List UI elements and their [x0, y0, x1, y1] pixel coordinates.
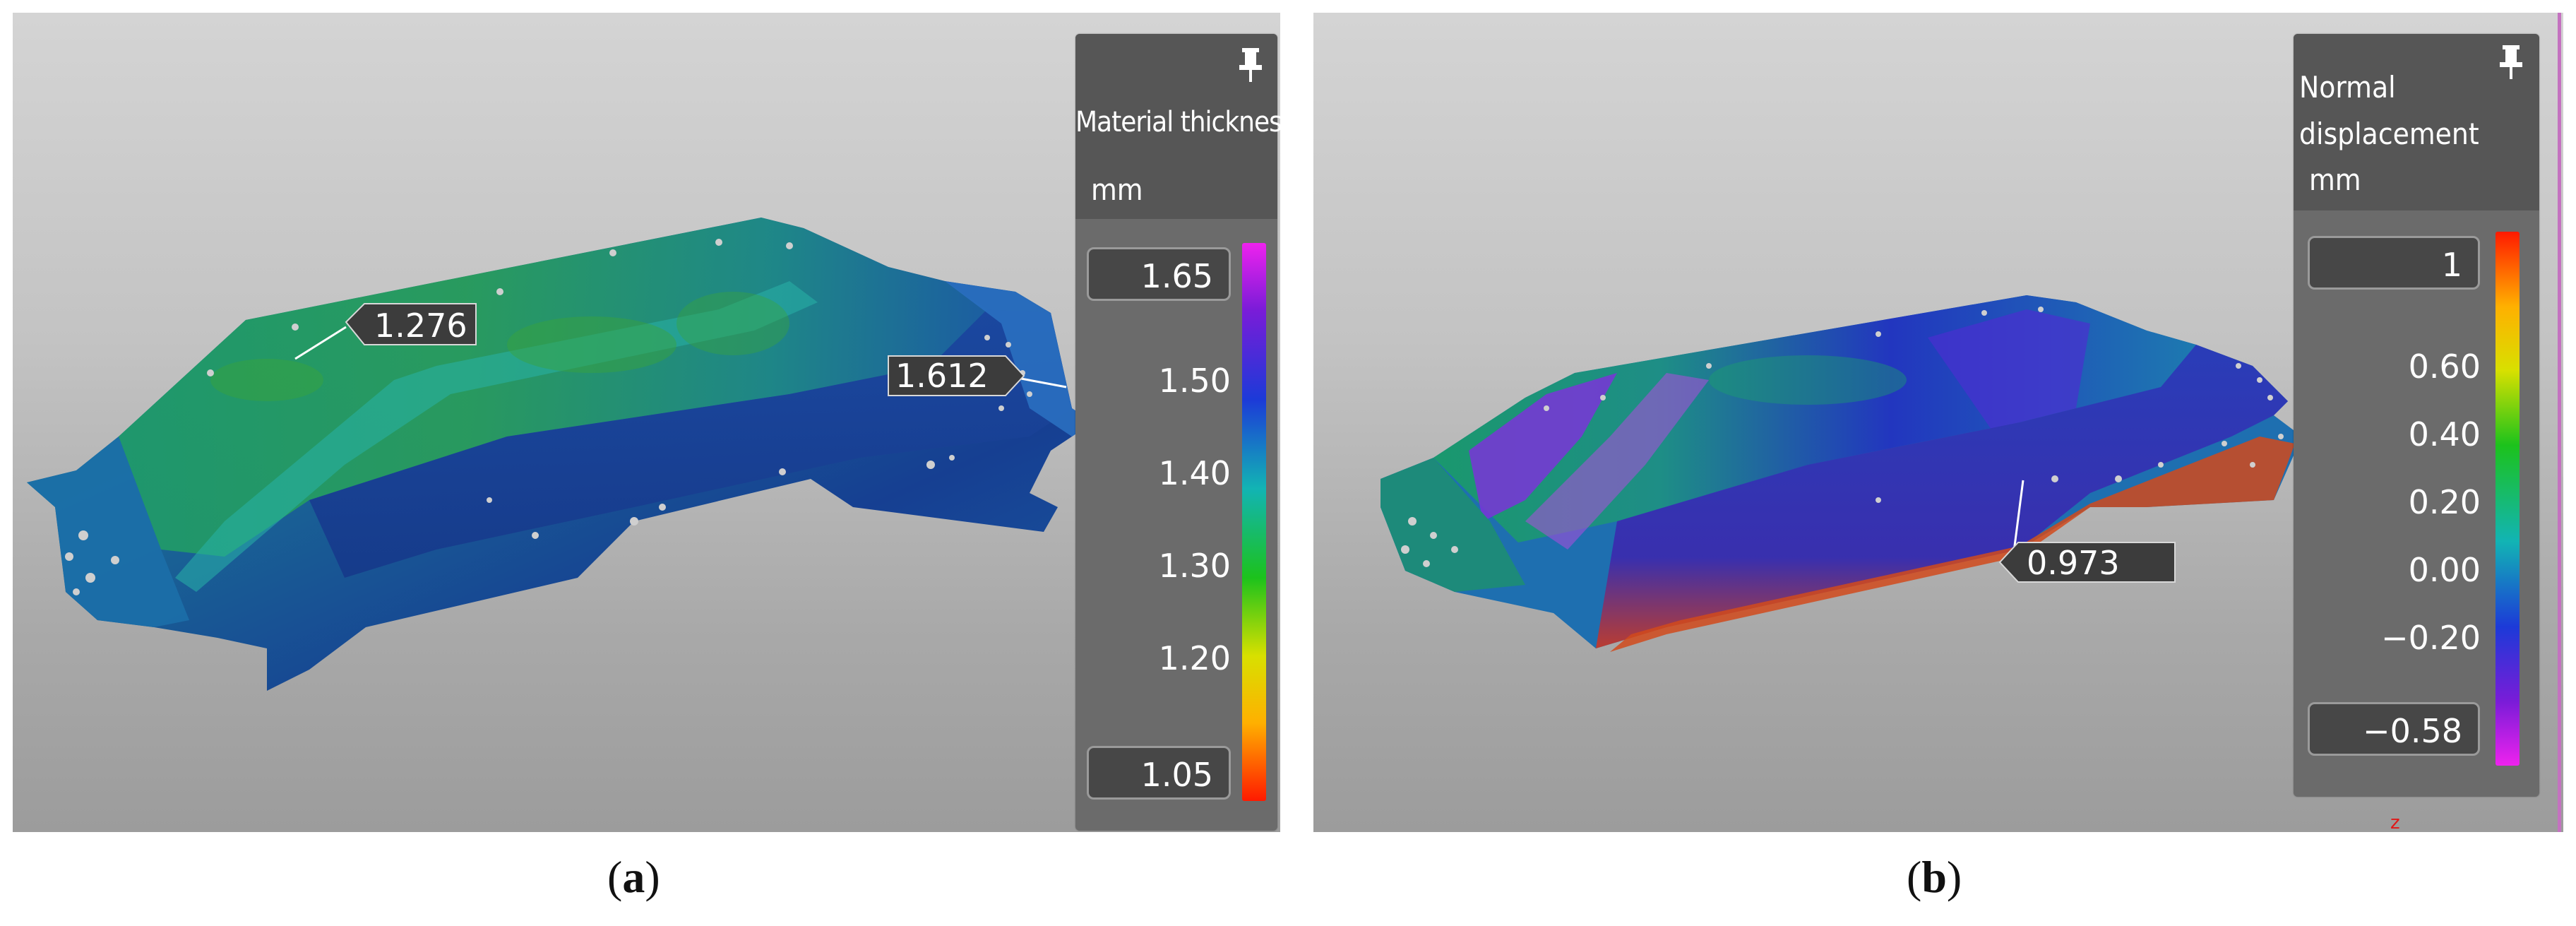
- part-b-red-edge: [1610, 437, 2295, 652]
- callout-1612: 1.612: [888, 355, 1067, 396]
- axis-hint-z: z: [2390, 812, 2400, 832]
- legend-tick: −0.20: [2381, 619, 2481, 657]
- legend-title: Material thickness: [1075, 106, 1280, 138]
- panel-a-3d-model[interactable]: 1.276 1.612: [13, 13, 1280, 832]
- legend-tick: 0.20: [2408, 483, 2481, 521]
- legend-title-line-2: displacement: [2299, 117, 2479, 151]
- legend-normal-displacement: Normal displacement mm 1 −0.58 0.60 0.40…: [2294, 34, 2539, 797]
- legend-tick: 1.40: [1158, 454, 1231, 492]
- legend-tick: 1.20: [1158, 639, 1231, 677]
- part-b-purple-face: [1469, 373, 1617, 521]
- legend-tick: 1.30: [1158, 547, 1231, 585]
- panel-b-3d-model[interactable]: 0.973 z: [1313, 13, 2563, 832]
- panel-a-viewport[interactable]: 1.276 1.612 Material thickness mm: [13, 13, 1280, 832]
- legend-tick: 0.60: [2408, 348, 2481, 386]
- part-b-right-purple: [1928, 309, 2090, 429]
- pin-icon[interactable]: [2498, 44, 2524, 81]
- part-a-end-plate: [945, 281, 1093, 437]
- legend-min-value[interactable]: 1.05: [1087, 746, 1231, 800]
- legend-material-thickness: Material thickness mm 1.65 1.05 1.50 1.4…: [1075, 34, 1280, 831]
- part-a-left-flange: [27, 437, 189, 627]
- legend-unit: mm: [2309, 162, 2361, 197]
- part-b-diagonal: [1525, 373, 1709, 550]
- legend-tick: 0.00: [2408, 551, 2481, 589]
- part-a-flange: [309, 309, 1072, 578]
- legend-header: Normal displacement mm: [2294, 34, 2539, 210]
- caption-b: (b): [1907, 852, 1962, 902]
- legend-colorbar: [1242, 243, 1266, 801]
- legend-max-value[interactable]: 1.65: [1087, 247, 1231, 301]
- legend-unit: mm: [1091, 172, 1143, 207]
- part-b-left-flange: [1381, 458, 1525, 592]
- legend-title-line-1: Normal: [2299, 70, 2396, 105]
- legend-min-value[interactable]: −0.58: [2308, 702, 2480, 756]
- legend-max-value[interactable]: 1: [2308, 236, 2480, 290]
- svg-text:1.276: 1.276: [374, 307, 467, 345]
- legend-tick: 1.50: [1158, 362, 1231, 400]
- part-a-ridge: [175, 281, 818, 592]
- legend-colorbar: [2496, 232, 2520, 766]
- part-b-holes: [1401, 307, 2284, 567]
- panel-b-edge-strip: [2558, 13, 2561, 832]
- svg-text:0.973: 0.973: [2027, 544, 2120, 582]
- part-a-holes: [65, 239, 1032, 595]
- callout-0973: 0.973: [1998, 480, 2176, 583]
- part-b-side: [1596, 345, 2288, 648]
- caption-a: (a): [607, 852, 660, 902]
- svg-text:1.612: 1.612: [895, 357, 989, 395]
- pin-icon[interactable]: [1238, 47, 1263, 83]
- legend-tick: 0.40: [2408, 415, 2481, 453]
- legend-header: Material thickness mm: [1075, 34, 1280, 219]
- panel-b-viewport[interactable]: 0.973 z Normal displacement mm 1 −0.58 0…: [1313, 13, 2563, 832]
- callout-1276: 1.276: [294, 303, 477, 360]
